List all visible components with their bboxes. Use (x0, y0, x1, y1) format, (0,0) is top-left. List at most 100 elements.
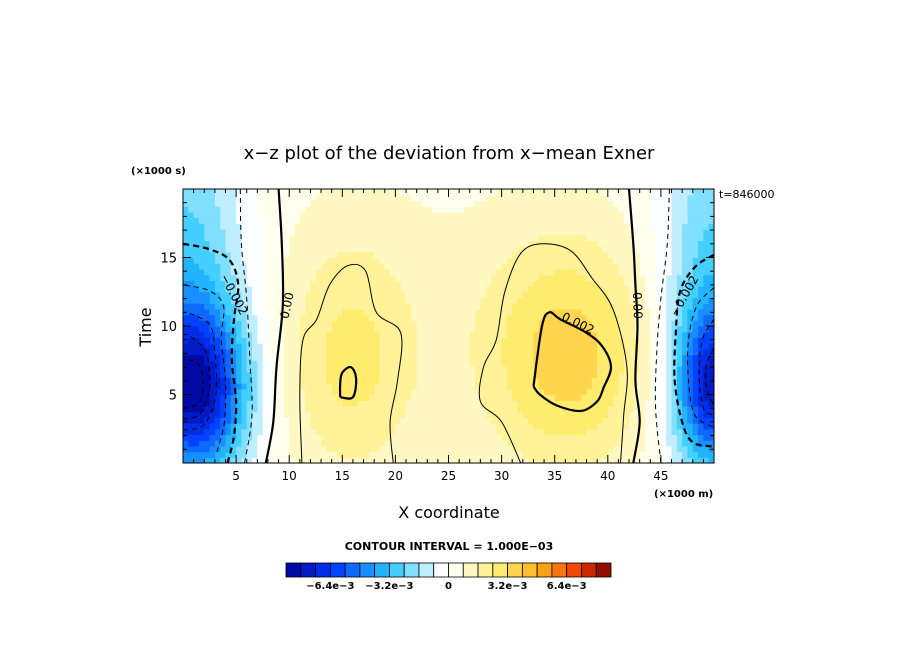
heatmap-cell (480, 286, 487, 293)
heatmap-cell (644, 394, 651, 401)
heatmap-cell (411, 326, 418, 333)
heatmap-cell (575, 291, 582, 299)
heatmap-cell (289, 337, 296, 344)
heatmap-cell (342, 377, 349, 384)
heatmap-cell (220, 291, 227, 299)
heatmap-cell (698, 189, 704, 196)
heatmap-cell (374, 394, 381, 401)
heatmap-cell (671, 206, 678, 213)
heatmap-cell (273, 314, 280, 321)
heatmap-cell (607, 411, 614, 418)
heatmap-cell (236, 383, 243, 390)
heatmap-cell (331, 348, 338, 356)
heatmap-cell (671, 251, 678, 259)
heatmap-cell (299, 417, 306, 424)
heatmap-cell (560, 337, 566, 344)
heatmap-cell (623, 417, 630, 424)
heatmap-cell (267, 194, 274, 202)
heatmap-cell (273, 251, 280, 259)
heatmap-cell (368, 223, 375, 230)
heatmap-cell (591, 434, 598, 441)
heatmap-cell (225, 251, 232, 259)
heatmap-cell (570, 240, 577, 247)
contour-lines (183, 189, 714, 463)
heatmap-cell (570, 371, 577, 378)
heatmap-cell (299, 365, 306, 373)
heatmap-cell (421, 257, 428, 264)
heatmap-cell (676, 246, 683, 253)
heatmap-cell (485, 400, 492, 407)
heatmap-cell (459, 228, 466, 236)
heatmap-cell (283, 274, 290, 281)
heatmap-cell (453, 434, 460, 441)
heatmap-cell (305, 257, 312, 264)
heatmap-cell (682, 348, 689, 356)
heatmap-cell (490, 388, 497, 396)
heatmap-cell (416, 326, 423, 333)
heatmap-cell (544, 303, 550, 310)
heatmap-cell (278, 303, 285, 310)
heatmap-cell (379, 251, 386, 259)
heatmap-cell (384, 234, 391, 241)
heatmap-cell (549, 354, 556, 361)
heatmap-cell (267, 268, 274, 276)
heatmap-cell (671, 365, 678, 373)
heatmap-cell (395, 405, 402, 413)
heatmap-cell (565, 274, 572, 281)
heatmap-cell (597, 434, 604, 441)
heatmap-cell (252, 217, 258, 224)
heatmap-cell (437, 274, 444, 281)
heatmap-cell (390, 314, 396, 321)
heatmap-cell (528, 263, 535, 270)
heatmap-cell (294, 394, 301, 401)
contour-interval-text: CONTOUR INTERVAL = 1.000E−03 (345, 540, 554, 553)
heatmap-cell (331, 314, 338, 321)
heatmap-cell (358, 354, 365, 361)
heatmap-cell (315, 331, 322, 339)
heatmap-cell (607, 400, 614, 407)
heatmap-cell (682, 320, 689, 327)
heatmap-cell (315, 246, 322, 253)
heatmap-cell (650, 246, 657, 253)
heatmap-cell (331, 400, 338, 407)
heatmap-cell (421, 440, 428, 447)
heatmap-cell (618, 246, 625, 253)
heatmap-cell (305, 291, 312, 299)
heatmap-cell (230, 383, 237, 390)
heatmap-cell (347, 417, 354, 424)
heatmap-cell (506, 308, 513, 316)
heatmap-cell (607, 257, 614, 264)
heatmap-cell (294, 217, 301, 224)
heatmap-cell (188, 360, 195, 367)
heatmap-cell (257, 411, 264, 418)
heatmap-cell (565, 440, 572, 447)
heatmap-cell (544, 451, 550, 458)
heatmap-cell (390, 451, 396, 458)
heatmap-cell (209, 200, 216, 207)
heatmap-cell (692, 377, 699, 384)
heatmap-cell (560, 234, 566, 241)
heatmap-cell (390, 308, 396, 316)
heatmap-cell (602, 194, 609, 202)
heatmap-cell (655, 343, 662, 350)
heatmap-cell (230, 388, 237, 396)
heatmap-cell (528, 377, 535, 384)
heatmap-cell (342, 428, 349, 436)
heatmap-cell (682, 206, 689, 213)
heatmap-cell (703, 297, 710, 304)
heatmap-cell (666, 246, 673, 253)
heatmap-cell (188, 354, 195, 361)
heatmap-cell (692, 246, 699, 253)
heatmap-cell (384, 223, 391, 230)
heatmap-cell (485, 423, 492, 430)
heatmap-cell (676, 189, 683, 196)
heatmap-cell (220, 257, 227, 264)
heatmap-cell (225, 257, 232, 264)
heatmap-cell (342, 246, 349, 253)
heatmap-cell (480, 417, 487, 424)
heatmap-cell (660, 194, 667, 202)
heatmap-cell (246, 274, 253, 281)
heatmap-cell (400, 320, 407, 327)
heatmap-cell (549, 251, 556, 259)
heatmap-cell (395, 354, 402, 361)
